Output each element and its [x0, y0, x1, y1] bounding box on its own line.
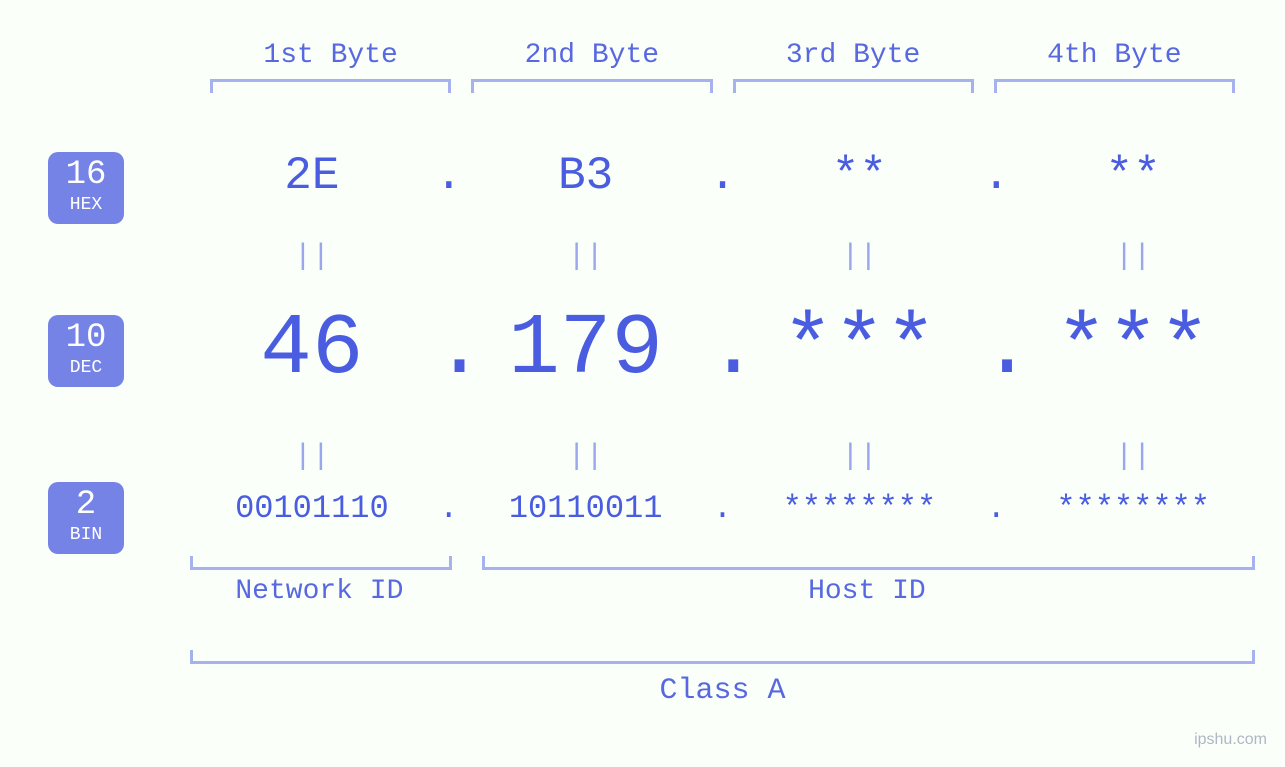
top-bracket-4 — [994, 79, 1235, 93]
class-bracket — [190, 650, 1255, 664]
byte-label-3: 3rd Byte — [723, 40, 984, 71]
equals-symbol: || — [190, 240, 434, 274]
id-brackets — [190, 556, 1255, 570]
top-bracket-1 — [210, 79, 451, 93]
dot: . — [708, 300, 738, 398]
class-bracket-wrap: Class A — [190, 650, 1255, 708]
top-bracket-3 — [733, 79, 974, 93]
byte-label-4: 4th Byte — [984, 40, 1245, 71]
dot: . — [434, 150, 464, 202]
hex-b3: ** — [738, 150, 982, 202]
byte-label-2: 2nd Byte — [461, 40, 722, 71]
badge-dec-name: DEC — [48, 359, 124, 377]
dec-b2: 179 — [464, 300, 708, 398]
byte-col-2: 2nd Byte — [461, 40, 722, 93]
byte-col-4: 4th Byte — [984, 40, 1245, 93]
network-id-bracket — [190, 556, 452, 570]
id-labels: Network ID Host ID — [190, 576, 1255, 607]
dot: . — [434, 300, 464, 398]
dec-b3: *** — [738, 300, 982, 398]
dot: . — [981, 150, 1011, 202]
bin-b1: 00101110 — [190, 490, 434, 527]
equals-row-1: || || || || — [190, 240, 1255, 274]
byte-col-1: 1st Byte — [200, 40, 461, 93]
badge-bin-name: BIN — [48, 526, 124, 544]
ip-diagram: 1st Byte 2nd Byte 3rd Byte 4th Byte 16 H… — [0, 0, 1285, 767]
network-id-label: Network ID — [190, 576, 449, 607]
dec-b4: *** — [1011, 300, 1255, 398]
byte-label-1: 1st Byte — [200, 40, 461, 71]
dot: . — [708, 490, 738, 527]
byte-headers: 1st Byte 2nd Byte 3rd Byte 4th Byte — [200, 40, 1245, 93]
hex-b1: 2E — [190, 150, 434, 202]
bin-b2: 10110011 — [464, 490, 708, 527]
badge-hex-num: 16 — [48, 158, 124, 192]
badge-dec-num: 10 — [48, 321, 124, 355]
equals-symbol: || — [464, 240, 708, 274]
bin-b3: ******** — [738, 490, 982, 527]
equals-symbol: || — [738, 440, 982, 474]
host-id-bracket — [482, 556, 1255, 570]
badge-dec: 10 DEC — [48, 315, 124, 387]
dot: . — [981, 490, 1011, 527]
equals-symbol: || — [738, 240, 982, 274]
equals-symbol: || — [1011, 240, 1255, 274]
equals-row-2: || || || || — [190, 440, 1255, 474]
hex-row: 2E . B3 . ** . ** — [190, 150, 1255, 202]
hex-b2: B3 — [464, 150, 708, 202]
host-id-label: Host ID — [479, 576, 1255, 607]
badge-bin-num: 2 — [48, 488, 124, 522]
bin-b4: ******** — [1011, 490, 1255, 527]
dot: . — [434, 490, 464, 527]
equals-symbol: || — [464, 440, 708, 474]
hex-b4: ** — [1011, 150, 1255, 202]
badge-hex: 16 HEX — [48, 152, 124, 224]
dec-b1: 46 — [190, 300, 434, 398]
dot: . — [708, 150, 738, 202]
badge-bin: 2 BIN — [48, 482, 124, 554]
dec-row: 46 . 179 . *** . *** — [190, 300, 1255, 398]
equals-symbol: || — [190, 440, 434, 474]
badge-hex-name: HEX — [48, 196, 124, 214]
equals-symbol: || — [1011, 440, 1255, 474]
byte-col-3: 3rd Byte — [723, 40, 984, 93]
dot: . — [981, 300, 1011, 398]
top-bracket-2 — [471, 79, 712, 93]
bin-row: 00101110 . 10110011 . ******** . *******… — [190, 490, 1255, 527]
class-label: Class A — [190, 674, 1255, 708]
watermark: ipshu.com — [1194, 731, 1267, 749]
